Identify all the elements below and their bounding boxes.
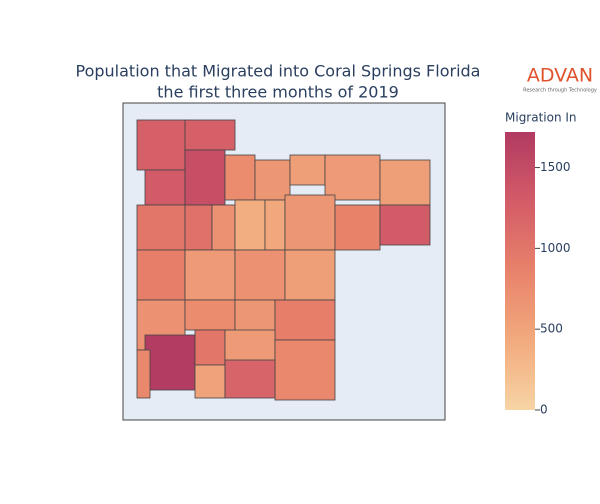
region <box>324 154 381 201</box>
colorbar-title: Migration In <box>505 111 577 125</box>
colorbar-tick-label: 500 <box>540 322 563 336</box>
region <box>234 199 266 251</box>
region <box>184 204 213 251</box>
region <box>144 169 186 206</box>
colorbar <box>505 132 535 410</box>
region <box>284 249 336 301</box>
region <box>334 204 381 251</box>
region <box>184 149 226 206</box>
colorbar-tick-label: 0 <box>540 403 548 417</box>
region <box>379 204 431 246</box>
logo: ADVAN <box>527 65 593 87</box>
region <box>274 299 336 341</box>
map-subtitle: the first three months of 2019 <box>157 83 399 102</box>
region <box>136 349 151 399</box>
region <box>274 339 336 401</box>
region <box>224 329 276 366</box>
region <box>184 299 236 331</box>
region <box>289 154 326 186</box>
region <box>184 249 236 301</box>
region <box>234 249 286 301</box>
region <box>144 334 196 391</box>
region <box>211 204 236 251</box>
region <box>194 329 226 366</box>
region <box>264 199 286 251</box>
region <box>224 154 256 201</box>
map-title: Population that Migrated into Coral Spri… <box>76 62 481 81</box>
logo-tagline: Research through Technology <box>523 88 597 94</box>
region <box>379 159 431 206</box>
region <box>194 364 226 399</box>
region <box>224 359 276 399</box>
colorbar-tick-label: 1500 <box>540 160 571 174</box>
regions <box>136 119 431 401</box>
colorbar-tick-label: 1000 <box>540 241 571 255</box>
region <box>136 204 186 251</box>
region <box>184 119 236 151</box>
region <box>136 119 186 171</box>
region <box>136 249 186 301</box>
region <box>254 159 291 201</box>
region <box>284 194 336 251</box>
